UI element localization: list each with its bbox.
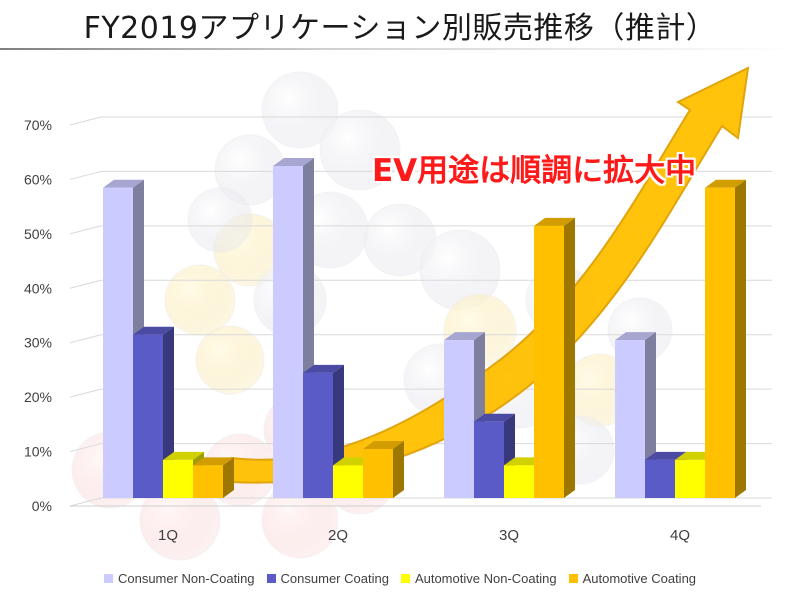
- bar-top: [534, 217, 575, 226]
- gridline-slant: [69, 388, 102, 398]
- bar-top: [303, 364, 344, 373]
- bubble: [164, 264, 236, 336]
- bubble: [195, 325, 265, 395]
- legend-swatch: [266, 573, 276, 583]
- legend-item: Consumer Non-Coating: [103, 570, 255, 586]
- gridline-slant: [69, 116, 102, 126]
- gridline-slant: [69, 279, 102, 289]
- bubble: [187, 187, 253, 253]
- bar-front: [163, 459, 193, 498]
- bar-4Q-3: [705, 179, 746, 498]
- title-bar: FY2019アプリケーション別販売推移（推計）: [0, 0, 800, 50]
- bar-front: [504, 465, 534, 498]
- bar-front: [645, 459, 675, 498]
- x-tick-label: 1Q: [158, 527, 178, 544]
- gridline-slant: [69, 334, 102, 344]
- bar-front: [534, 225, 564, 498]
- legend-swatch: [400, 573, 410, 583]
- bar-top: [645, 451, 686, 460]
- gridline-slant: [69, 497, 102, 507]
- gridline-slant: [69, 443, 102, 453]
- bar-front: [363, 449, 393, 498]
- bar-top: [363, 441, 404, 450]
- bubble: [319, 109, 401, 191]
- bar-top: [103, 179, 144, 188]
- bar-4Q-0: [615, 332, 656, 498]
- legend-label: Automotive Non-Coating: [414, 570, 557, 586]
- bar-2Q-3: [363, 441, 404, 498]
- bar-front: [193, 465, 223, 498]
- bar-front: [273, 165, 303, 498]
- bar-front: [303, 372, 333, 498]
- page-title: FY2019アプリケーション別販売推移（推計）: [83, 11, 717, 46]
- bar-front: [333, 465, 363, 498]
- bar-front: [133, 334, 163, 498]
- bar-top: [444, 332, 485, 341]
- ev-growth-callout: EV用途は順調に拡大中: [372, 153, 697, 189]
- bar-top: [193, 457, 234, 466]
- y-tick-label: 70%: [24, 117, 52, 133]
- legend-label: Consumer Non-Coating: [117, 570, 255, 586]
- bar-top: [705, 179, 746, 188]
- bar-front: [675, 459, 705, 498]
- x-tick-label: 2Q: [328, 527, 348, 544]
- legend-label: Automotive Coating: [582, 570, 697, 586]
- y-tick-label: 50%: [24, 226, 52, 242]
- bar-top: [133, 326, 174, 335]
- y-tick-label: 60%: [24, 171, 52, 187]
- bar-front: [103, 187, 133, 498]
- bar-side: [393, 441, 404, 498]
- bar-1Q-3: [193, 457, 234, 498]
- chart-legend: Consumer Non-Coating Consumer Coating Auto…: [0, 568, 800, 588]
- y-tick-label: 20%: [24, 389, 52, 405]
- trend-arrow: [231, 66, 750, 484]
- legend-label: Consumer Coating: [280, 570, 389, 586]
- legend-item: Automotive Coating: [568, 570, 697, 586]
- bar-side: [564, 217, 575, 498]
- y-tick-label: 10%: [24, 444, 52, 460]
- bar-front: [615, 340, 645, 498]
- bar-top: [615, 332, 656, 341]
- legend-item: Consumer Coating: [266, 570, 389, 586]
- bar-3Q-3: [534, 217, 575, 498]
- title-underline: [0, 48, 800, 50]
- bar-side: [735, 179, 746, 498]
- bar-side: [223, 457, 234, 498]
- legend-item: Automotive Non-Coating: [400, 570, 557, 586]
- bar-front: [444, 340, 474, 498]
- bar-front: [705, 187, 735, 498]
- x-tick-label: 4Q: [670, 527, 690, 544]
- gridline-slant: [69, 170, 102, 180]
- y-tick-label: 0%: [32, 498, 52, 514]
- bubble: [261, 71, 339, 149]
- bar-front: [474, 421, 504, 498]
- y-tick-label: 30%: [24, 335, 52, 351]
- bar-top: [273, 157, 314, 166]
- y-tick-label: 40%: [24, 280, 52, 296]
- legend-swatch: [568, 573, 578, 583]
- legend-swatch: [103, 573, 113, 583]
- x-tick-label: 3Q: [499, 527, 519, 544]
- bar-top: [474, 413, 515, 422]
- gridline-slant: [69, 225, 102, 235]
- bar-top: [163, 451, 204, 460]
